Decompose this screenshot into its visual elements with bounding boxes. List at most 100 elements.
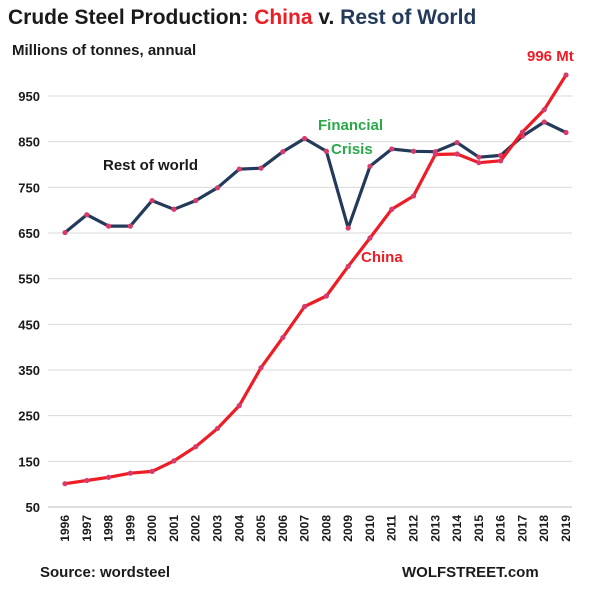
- data-point-china: [323, 293, 329, 299]
- data-point-china: [389, 206, 395, 212]
- data-point-china: [367, 235, 373, 241]
- x-tick-label: 2003: [210, 515, 224, 542]
- series-lines: [62, 72, 569, 487]
- data-point-china: [280, 334, 286, 341]
- data-point-china: [258, 365, 264, 371]
- x-tick-label: 2005: [254, 515, 268, 542]
- data-point-rest-of-world: [345, 225, 351, 231]
- data-point-china: [410, 193, 417, 199]
- y-tick-label: 350: [18, 363, 40, 378]
- annotation-crisis: Crisis: [331, 141, 373, 158]
- data-point-rest-of-world: [410, 148, 417, 154]
- data-point-china: [214, 425, 221, 432]
- x-axis-ticks: 1996 1997 1998 1999 2000 2001 2002 2003 2004 2005…: [58, 515, 573, 542]
- title-prefix: Crude Steel Production:: [8, 6, 255, 29]
- x-tick-label: 2002: [189, 515, 203, 542]
- data-point-china: [62, 481, 68, 487]
- x-tick-label: 2018: [537, 515, 551, 542]
- x-tick-label: 2000: [145, 515, 159, 542]
- data-point-rest-of-world: [280, 149, 286, 155]
- series-line-china: [63, 73, 568, 486]
- data-point-china: [563, 72, 569, 78]
- data-point-rest-of-world: [193, 197, 199, 204]
- x-tick-label: 2013: [428, 515, 442, 542]
- title-rest-of-world: Rest of World: [340, 6, 477, 29]
- data-point-rest-of-world: [367, 163, 373, 169]
- data-point-rest-of-world: [236, 166, 242, 172]
- y-tick-label: 50: [26, 500, 40, 515]
- data-point-china: [432, 151, 438, 158]
- data-point-rest-of-world: [541, 119, 547, 125]
- data-point-china: [105, 474, 112, 480]
- y-tick-label: 850: [18, 135, 40, 150]
- data-point-rest-of-world: [84, 212, 90, 218]
- title-mid: v.: [312, 6, 341, 29]
- data-point-china: [149, 468, 155, 474]
- data-point-rest-of-world: [454, 139, 460, 146]
- data-point-rest-of-world: [171, 206, 177, 212]
- annotation-financial: Financial: [318, 117, 383, 134]
- x-tick-label: 2012: [407, 515, 421, 542]
- y-tick-label: 650: [18, 226, 40, 241]
- y-tick-label: 150: [18, 454, 40, 469]
- data-point-rest-of-world: [323, 148, 329, 154]
- data-point-rest-of-world: [258, 165, 264, 171]
- data-point-china: [171, 458, 177, 464]
- data-point-rest-of-world: [389, 146, 395, 152]
- x-tick-label: 2004: [232, 515, 246, 542]
- x-tick-label: 2001: [167, 515, 181, 542]
- y-axis-ticks: 50 150 250 350 450 550 650 750 850 950: [18, 89, 40, 515]
- data-point-rest-of-world: [563, 129, 569, 136]
- annotation-rest-of-world-label: Rest of world: [103, 157, 198, 174]
- title-china: China: [254, 6, 313, 29]
- data-point-rest-of-world: [105, 223, 112, 229]
- data-point-china: [127, 470, 133, 476]
- annotation-996mt: 996 Mt: [527, 48, 574, 65]
- data-point-china: [193, 444, 199, 450]
- data-point-rest-of-world: [62, 229, 68, 236]
- data-point-china: [519, 129, 526, 135]
- chart-title: Crude Steel Production: China v. Rest of…: [8, 6, 476, 30]
- data-point-rest-of-world: [127, 223, 133, 229]
- y-tick-label: 250: [18, 409, 40, 424]
- data-point-china: [84, 477, 90, 484]
- x-tick-label: 2010: [363, 515, 377, 542]
- x-tick-label: 1997: [80, 515, 94, 542]
- x-tick-label: 2008: [319, 515, 333, 542]
- data-point-china: [541, 107, 547, 113]
- grid-lines: [48, 95, 572, 508]
- annotations: 996 Mt Financial Crisis China Rest of wo…: [103, 48, 574, 266]
- data-point-china: [476, 160, 482, 166]
- y-tick-label: 550: [18, 272, 40, 287]
- data-point-rest-of-world: [214, 185, 221, 191]
- brand-watermark: WOLFSTREET.com: [402, 564, 539, 581]
- y-tick-label: 950: [18, 89, 40, 104]
- x-tick-label: 2007: [298, 515, 312, 542]
- chart-subtitle: Millions of tonnes, annual: [12, 42, 197, 59]
- data-point-china: [236, 403, 242, 409]
- data-point-china: [498, 158, 504, 164]
- data-point-rest-of-world: [149, 197, 155, 204]
- data-point-china: [454, 151, 460, 157]
- x-tick-label: 2019: [559, 515, 573, 542]
- x-tick-label: 2009: [341, 515, 355, 542]
- annotation-china-label: China: [361, 249, 403, 266]
- y-tick-label: 450: [18, 317, 40, 332]
- source-note: Source: wordsteel: [40, 564, 171, 581]
- x-tick-label: 2015: [472, 515, 486, 542]
- series-line-rest-of-world: [63, 120, 568, 235]
- data-point-china: [345, 263, 351, 269]
- y-tick-label: 750: [18, 180, 40, 195]
- data-point-rest-of-world: [476, 154, 482, 160]
- x-tick-label: 1998: [102, 515, 116, 542]
- x-tick-label: 2016: [494, 515, 508, 542]
- x-tick-label: 2014: [450, 515, 464, 542]
- x-tick-label: 2011: [385, 515, 399, 541]
- x-tick-label: 1996: [58, 515, 72, 542]
- x-tick-label: 2006: [276, 515, 290, 542]
- data-point-china: [302, 303, 308, 310]
- data-point-rest-of-world: [302, 135, 308, 142]
- x-tick-label: 1999: [123, 515, 137, 542]
- x-tick-label: 2017: [515, 515, 529, 542]
